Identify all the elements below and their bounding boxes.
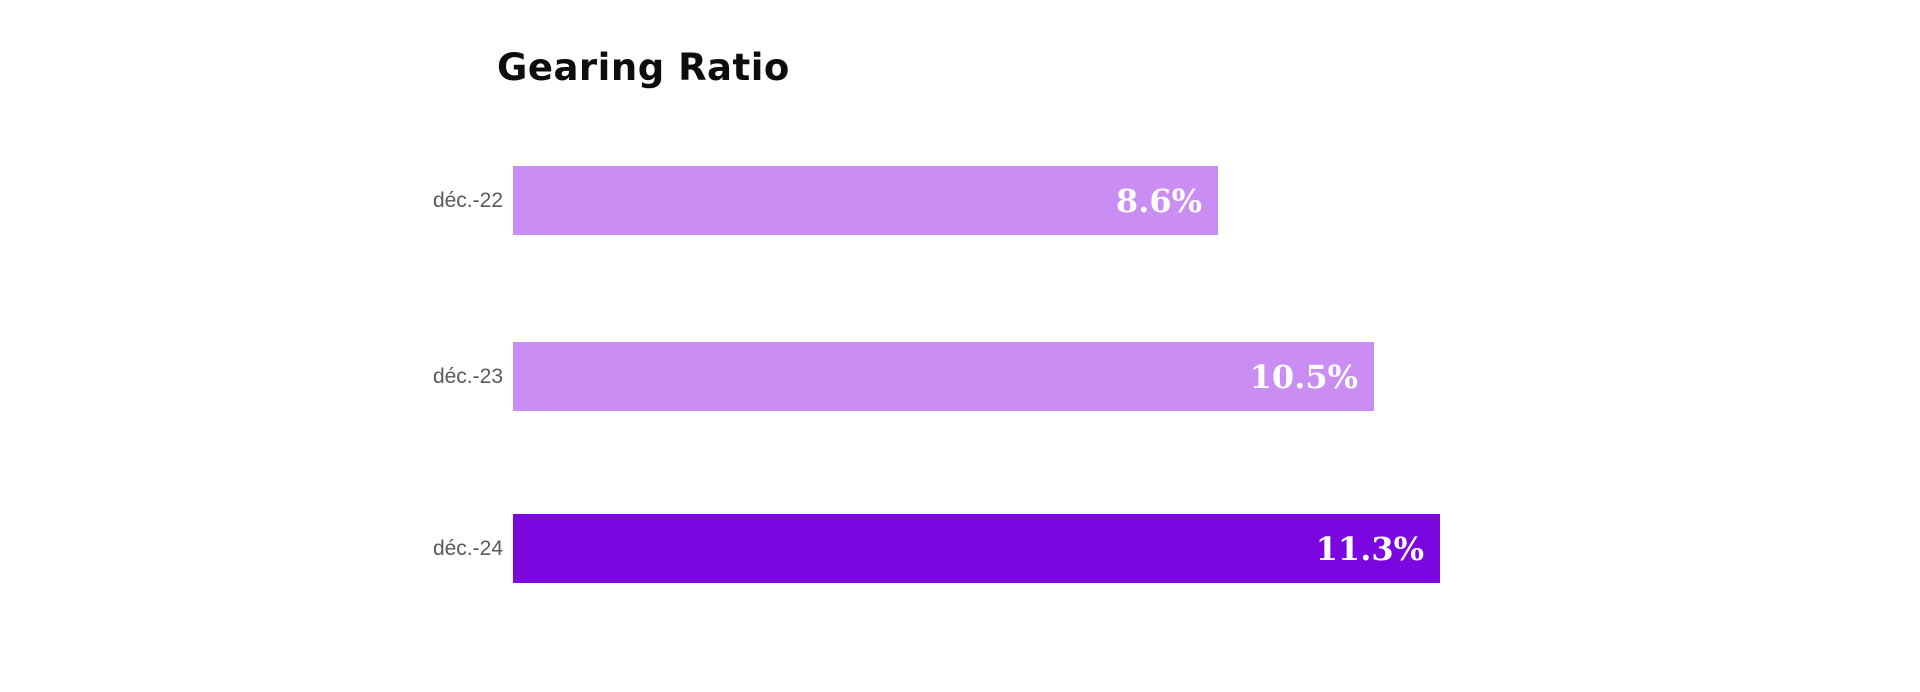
bar: 8.6% xyxy=(513,166,1218,235)
bar: 10.5% xyxy=(513,342,1374,411)
chart-title: Gearing Ratio xyxy=(497,46,790,89)
value-label: 8.6% xyxy=(1115,181,1202,220)
bar-row: déc.-22 8.6% xyxy=(0,166,1920,235)
category-label: déc.-23 xyxy=(432,364,503,388)
bar: 11.3% xyxy=(513,514,1440,583)
category-label: déc.-24 xyxy=(432,536,503,560)
value-label: 10.5% xyxy=(1249,357,1358,396)
value-label: 11.3% xyxy=(1315,529,1424,568)
category-label: déc.-22 xyxy=(432,188,503,212)
bar-row: déc.-24 11.3% xyxy=(0,514,1920,583)
bar-row: déc.-23 10.5% xyxy=(0,342,1920,411)
